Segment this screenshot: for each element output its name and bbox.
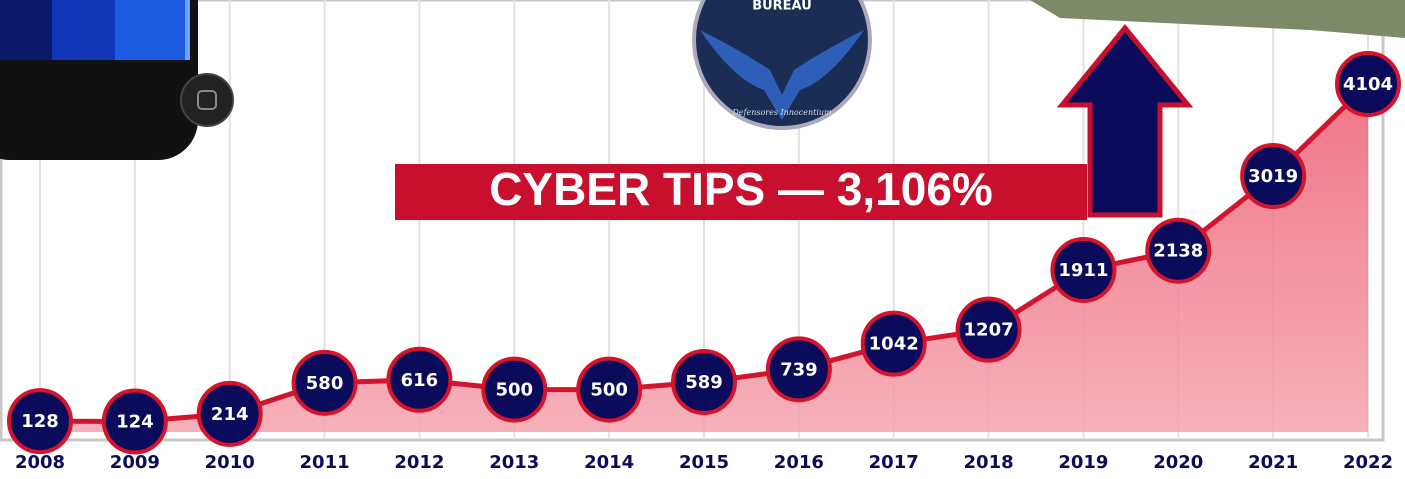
x-tick-label: 2016 (774, 452, 824, 473)
data-label: 1042 (869, 334, 919, 355)
x-tick-label: 2014 (584, 452, 634, 473)
page: BUREAU Defensores Innocentium CYBER TIPS… (0, 0, 1405, 475)
x-tick-label: 2010 (205, 452, 255, 473)
x-tick-label: 2021 (1248, 452, 1298, 473)
x-tick-label: 2012 (394, 452, 444, 473)
data-label: 500 (495, 380, 533, 401)
x-tick-label: 2011 (300, 452, 350, 473)
x-tick-label: 2020 (1153, 452, 1203, 473)
data-label: 500 (590, 380, 628, 401)
data-label: 589 (685, 372, 723, 393)
data-label: 4104 (1343, 74, 1393, 95)
data-label: 128 (21, 411, 59, 432)
logo-text: BUREAU (752, 0, 812, 14)
data-label: 1207 (964, 320, 1014, 341)
data-label: 1911 (1058, 260, 1108, 281)
data-label: 739 (780, 359, 818, 380)
data-label: 616 (401, 370, 439, 391)
data-label: 124 (116, 411, 154, 432)
chart-title: CYBER TIPS — 3,106% (489, 163, 993, 215)
x-tick-label: 2009 (110, 452, 160, 473)
data-label: 2138 (1153, 241, 1203, 262)
data-label: 3019 (1248, 166, 1298, 187)
x-tick-label: 2015 (679, 452, 729, 473)
chart: BUREAU Defensores Innocentium CYBER TIPS… (0, 0, 1405, 475)
x-tick-label: 2019 (1058, 452, 1108, 473)
x-tick-label: 2018 (964, 452, 1014, 473)
x-tick-label: 2008 (15, 452, 65, 473)
x-tick-label: 2022 (1343, 452, 1393, 473)
logo-motto: Defensores Innocentium (731, 108, 832, 117)
x-tick-label: 2017 (869, 452, 919, 473)
data-label: 214 (211, 404, 249, 425)
data-label: 580 (306, 373, 344, 394)
x-tick-label: 2013 (489, 452, 539, 473)
